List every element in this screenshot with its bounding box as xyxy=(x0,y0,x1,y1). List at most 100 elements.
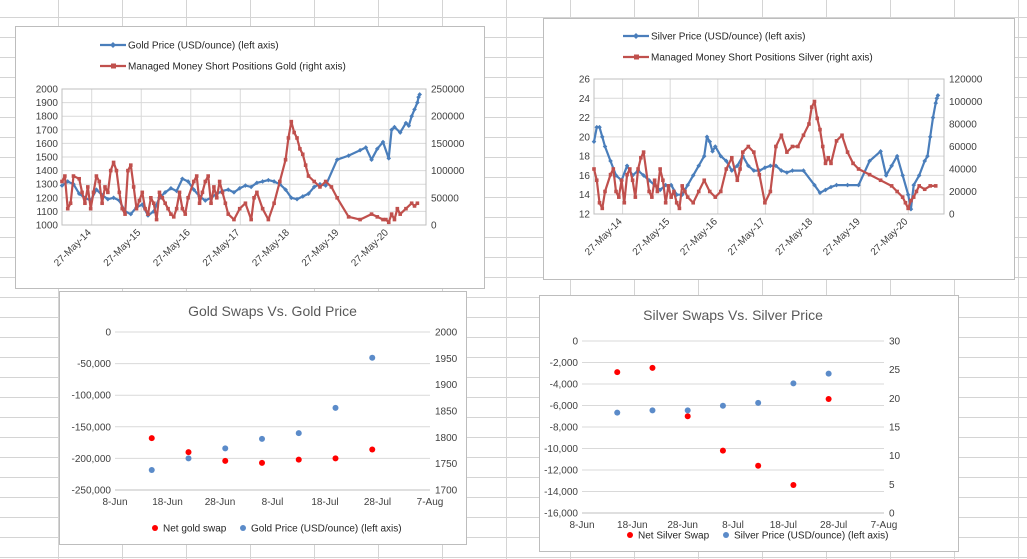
x-tick-label: 27-May-20 xyxy=(869,216,911,258)
data-point-diamond xyxy=(311,184,317,190)
data-point-diamond xyxy=(867,158,872,164)
legend-label: Managed Money Short Positions Gold (righ… xyxy=(128,62,346,73)
data-point-diamond xyxy=(417,92,422,97)
data-point-square xyxy=(820,144,825,149)
series-line-1 xyxy=(592,95,939,211)
data-point-diamond xyxy=(696,163,702,169)
data-point-square xyxy=(103,185,107,189)
y-left-tick-label: -12,000 xyxy=(544,466,578,477)
data-point-square xyxy=(146,212,150,216)
data-point-square xyxy=(381,217,385,222)
data-point-diamond xyxy=(231,190,237,195)
data-point-diamond xyxy=(254,180,260,186)
legend-label: Net Silver Swap xyxy=(638,531,710,542)
x-tick-label: 8-Jul xyxy=(722,520,744,531)
data-point-diamond xyxy=(151,209,157,214)
data-point xyxy=(185,449,192,456)
data-point xyxy=(222,457,229,464)
data-point-square xyxy=(209,201,213,206)
y-left-tick-label: -150,000 xyxy=(72,422,112,433)
y-right-tick-label: 25 xyxy=(889,365,901,376)
data-point-diamond xyxy=(117,198,122,203)
data-point-square xyxy=(691,200,696,205)
data-point-square xyxy=(312,179,317,184)
data-point-square xyxy=(289,119,294,124)
data-point-square xyxy=(718,189,723,194)
y-left-tick-label: 1400 xyxy=(36,166,59,177)
data-point-square xyxy=(677,206,682,211)
data-point-square xyxy=(249,217,253,222)
y-right-tick-label: 2000 xyxy=(435,328,458,339)
data-point-diamond xyxy=(784,170,790,175)
data-point-diamond xyxy=(878,149,883,154)
y-left-tick-label: -10,000 xyxy=(544,444,578,455)
data-point-square xyxy=(306,174,311,178)
y-left-tick-label: -50,000 xyxy=(77,359,111,370)
data-point-diamond xyxy=(415,100,420,105)
y-right-tick-label: 20 xyxy=(889,394,901,405)
x-tick-label: 27-May-19 xyxy=(300,227,342,269)
data-point-square xyxy=(123,212,127,216)
data-point-square xyxy=(217,179,222,184)
y-left-tick-label: 0 xyxy=(105,328,111,339)
y-right-tick-label: 1700 xyxy=(435,486,458,497)
data-point-square xyxy=(346,215,351,219)
silver-swaps-chart[interactable]: 0 -2,000 -4,000 -6,000 -8,000 -10,000 -12,000 -… xyxy=(539,295,959,552)
data-point xyxy=(259,459,265,466)
data-point-square xyxy=(120,206,124,211)
data-point-diamond xyxy=(65,179,71,184)
data-point-square xyxy=(323,179,328,184)
data-point-square xyxy=(298,147,302,151)
x-tick-label: 27-May-17 xyxy=(726,216,768,258)
gold-swaps-chart[interactable]: 0 -50,000 -100,000 -150,000 -200,000 -250,000… xyxy=(59,291,467,545)
data-point-diamond xyxy=(690,173,696,178)
data-point-square xyxy=(295,136,299,140)
y-right-tick-label: 200000 xyxy=(431,112,465,123)
data-point-square xyxy=(272,201,276,206)
data-point-square xyxy=(592,167,596,171)
y-left-tick-label: -250,000 xyxy=(72,486,112,497)
data-point-square xyxy=(126,168,130,173)
data-point-diamond xyxy=(624,163,630,169)
data-point-square xyxy=(680,184,684,188)
data-point xyxy=(332,404,339,411)
y-right-tick-label: 1950 xyxy=(435,354,458,365)
data-point-square xyxy=(278,179,282,184)
data-point-square xyxy=(163,201,167,206)
data-point xyxy=(684,413,691,420)
y-right-tick-label: 250000 xyxy=(431,85,465,96)
data-point-square xyxy=(415,201,420,206)
data-point-square xyxy=(603,189,607,194)
data-point-diamond xyxy=(883,173,889,178)
data-point-square xyxy=(85,185,90,189)
legend-label: Gold Price (USD/ounce) (left axis) xyxy=(251,524,402,535)
silver-cot-chart[interactable]: 12 14 16 18 20 22 24 26 0 20000 40000 60000 80000 100… xyxy=(543,18,1015,280)
data-point-square xyxy=(88,206,93,211)
data-point-square xyxy=(83,201,87,206)
data-point xyxy=(259,435,265,442)
data-point-diamond xyxy=(374,146,380,152)
x-tick-label: 8-Jun xyxy=(569,520,594,531)
data-point-square xyxy=(358,217,362,222)
y-left-tick-label: 22 xyxy=(579,113,591,124)
gold-cot-chart[interactable]: 1000 1100 1200 1300 1400 1500 1600 1700 1800 1900… xyxy=(15,26,485,289)
data-point-square xyxy=(97,179,102,184)
data-point-diamond xyxy=(185,179,191,184)
legend-swatch-marker xyxy=(111,63,116,69)
legend-label: Silver Price (USD/ounce) (left axis) xyxy=(651,32,805,43)
data-point-square xyxy=(63,174,67,178)
data-point-diamond xyxy=(406,123,412,129)
data-point-square xyxy=(829,161,833,166)
legend-label: Gold Price (USD/ounce) (left axis) xyxy=(128,41,279,52)
data-point-square xyxy=(389,212,394,216)
data-point-diamond xyxy=(168,185,174,191)
data-point-square xyxy=(177,190,182,195)
data-point-square xyxy=(212,185,216,189)
data-point-square xyxy=(655,189,660,194)
x-tick-label: 27-May-14 xyxy=(583,216,625,258)
data-point-square xyxy=(106,190,110,195)
data-point-square xyxy=(625,172,629,177)
x-tick-label: 7-Aug xyxy=(871,520,898,531)
chart-title: Silver Swaps Vs. Silver Price xyxy=(643,307,823,323)
data-point-diamond xyxy=(856,182,861,188)
